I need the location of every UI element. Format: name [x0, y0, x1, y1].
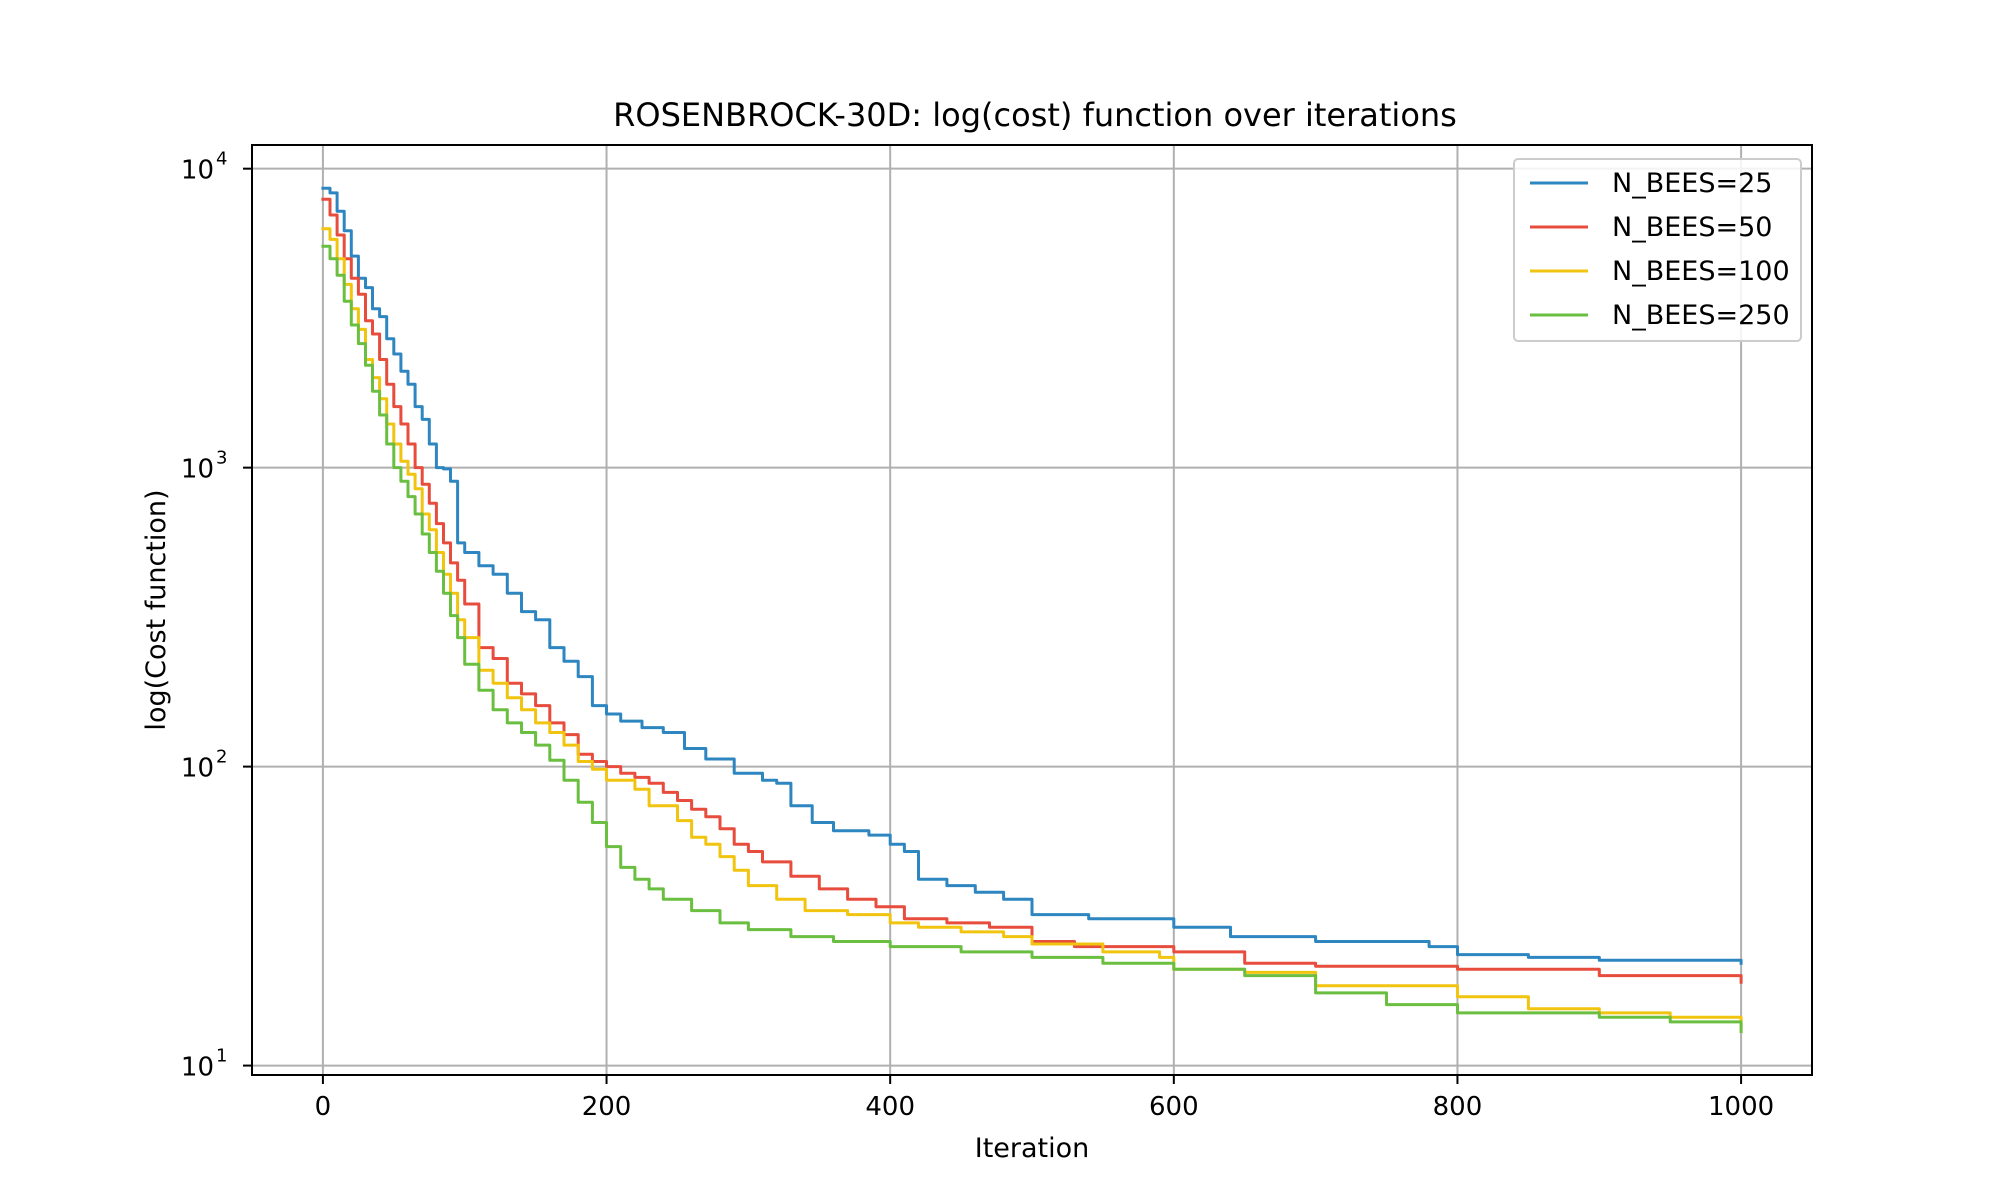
y-tick-label-base: 10 — [181, 754, 214, 784]
y-tick-label-exponent: 3 — [216, 448, 227, 469]
y-axis-label: log(Cost function) — [141, 489, 172, 730]
series-line-3 — [321, 244, 1743, 1033]
x-tick-label: 1000 — [1708, 1092, 1774, 1122]
legend-label: N_BEES=25 — [1612, 168, 1772, 199]
legend-label: N_BEES=100 — [1612, 256, 1790, 287]
y-tick-label-exponent: 2 — [216, 747, 227, 768]
plot-series — [321, 186, 1743, 1033]
legend: N_BEES=25 N_BEES=50 N_BEES=100 N_BEES=250 — [1513, 158, 1802, 342]
x-tick-label: 0 — [315, 1092, 332, 1122]
x-axis-ticks: 0 200 400 600 800 1000 — [315, 1075, 1774, 1122]
series-line-0 — [321, 186, 1743, 965]
y-tick-label-base: 10 — [181, 1053, 214, 1083]
series-line-2 — [321, 227, 1743, 1029]
legend-box — [1513, 158, 1802, 342]
legend-label: N_BEES=250 — [1612, 300, 1790, 331]
legend-items: N_BEES=25 N_BEES=50 N_BEES=100 N_BEES=250 — [1530, 168, 1790, 331]
x-tick-label: 200 — [582, 1092, 632, 1122]
y-tick-label-base: 10 — [181, 156, 214, 186]
plot-frame — [251, 144, 1813, 1076]
y-tick-label-exponent: 1 — [216, 1046, 227, 1067]
x-tick-label: 800 — [1433, 1092, 1483, 1122]
legend-label: N_BEES=50 — [1612, 212, 1772, 243]
chart-title: ROSENBROCK-30D: log(cost) function over … — [613, 96, 1457, 134]
y-tick-label-base: 10 — [181, 455, 214, 485]
x-tick-label: 400 — [865, 1092, 915, 1122]
x-tick-label: 600 — [1149, 1092, 1199, 1122]
x-axis-label: Iteration — [975, 1133, 1090, 1164]
y-tick-label-exponent: 4 — [216, 149, 227, 170]
